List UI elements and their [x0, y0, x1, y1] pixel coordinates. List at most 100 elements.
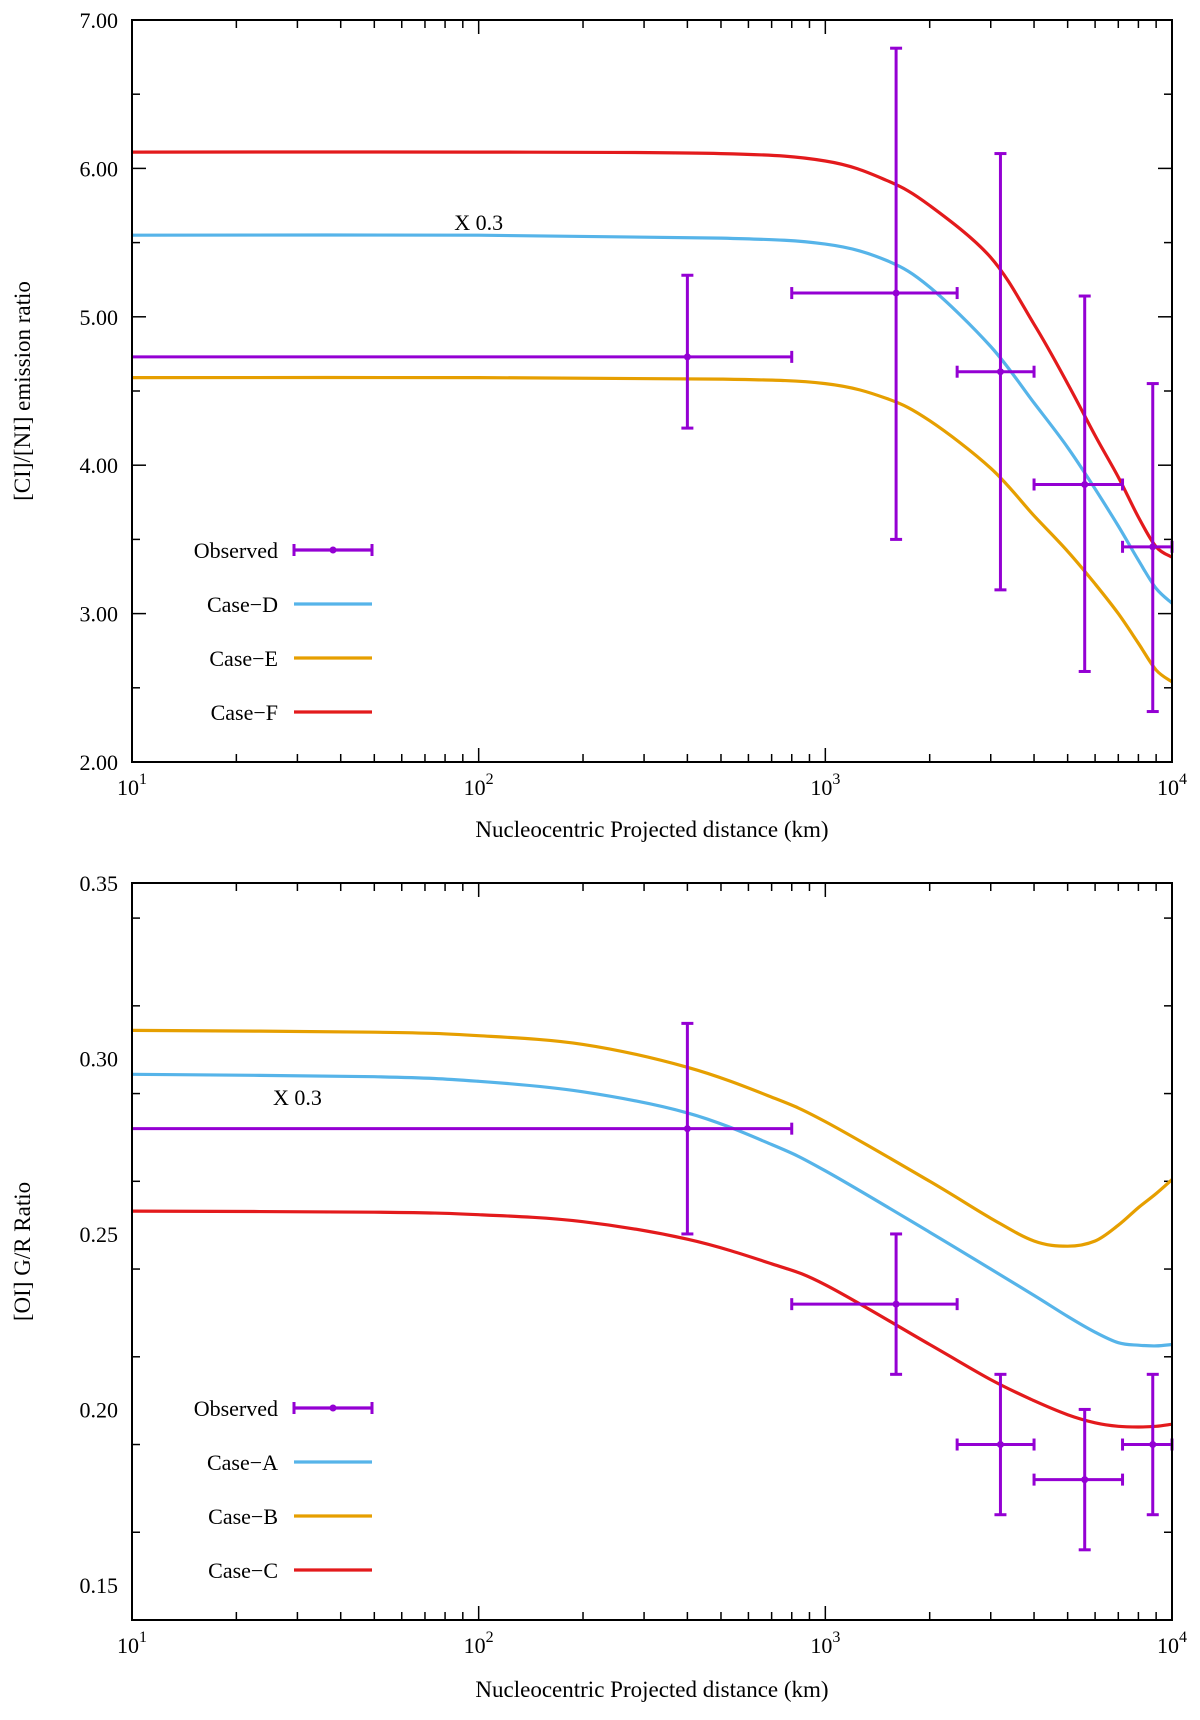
legend-item: Observed [194, 538, 374, 563]
y-tick-label: 5.00 [80, 305, 119, 330]
legend-item: Observed [194, 1396, 374, 1421]
x-axis-label: Nucleocentric Projected distance (km) [475, 817, 828, 842]
data-point-marker [996, 1441, 1004, 1449]
x-tick-label: 101 [117, 771, 147, 800]
y-tick-label: 4.00 [80, 453, 119, 478]
series-line-cased [132, 233, 1172, 605]
legend-swatch-marker [329, 546, 337, 554]
y-tick-label: 0.30 [80, 1046, 119, 1071]
legend-item: Case−E [209, 646, 372, 671]
chart-panel-2: 101 102 103 1040.150.200.250.300.35Nucleoce… [10, 871, 1187, 1702]
x-tick-label: 104 [1157, 771, 1187, 800]
data-point-marker [1081, 1476, 1089, 1484]
x-tick-label-exponent: 1 [139, 771, 147, 788]
x-tick-label-exponent: 2 [486, 1629, 494, 1646]
x-tick-label-base: 10 [117, 775, 139, 800]
series-group [132, 1028, 1172, 1429]
legend-label: Observed [194, 538, 278, 563]
legend-item: Case−C [208, 1558, 372, 1583]
data-point-marker [683, 353, 691, 361]
legend-label: Case−F [211, 700, 278, 725]
x-tick-label: 101 [117, 1629, 147, 1658]
x-tick-label: 102 [464, 1629, 494, 1658]
legend: Observed Case−A Case−B Case−C [194, 1396, 374, 1583]
y-tick-label: 7.00 [80, 8, 119, 33]
y-axis-label: [OI] G/R Ratio [10, 1182, 35, 1321]
legend-item: Case−B [208, 1504, 372, 1529]
observed-point [790, 1232, 959, 1376]
x-tick-label-base: 10 [810, 775, 832, 800]
x-tick-label-base: 10 [1157, 1633, 1179, 1658]
observed-points [132, 1021, 1174, 1552]
scale-annotation: X 0.3 [273, 1085, 322, 1110]
y-tick-label: 0.15 [80, 1573, 119, 1598]
observed-point [1032, 294, 1125, 673]
observed-point [790, 46, 959, 541]
y-tick-label: 0.20 [80, 1397, 119, 1422]
legend-swatch-marker [329, 1404, 337, 1412]
legend-label: Case−C [208, 1558, 278, 1583]
x-tick-label-base: 10 [1157, 775, 1179, 800]
legend-label: Case−D [207, 592, 278, 617]
x-tick-label-base: 10 [117, 1633, 139, 1658]
x-tick-label-exponent: 3 [832, 771, 840, 788]
data-point-marker [892, 289, 900, 297]
y-axis-label: [CI]/[NI] emission ratio [10, 281, 35, 501]
plot-frame [131, 882, 1173, 1621]
x-tick-label-base: 10 [464, 1633, 486, 1658]
series-group [132, 150, 1172, 684]
scale-annotation: X 0.3 [454, 210, 503, 235]
legend-item: Case−F [211, 700, 372, 725]
y-tick-label: 0.25 [80, 1222, 119, 1247]
legend-label: Case−B [208, 1504, 278, 1529]
data-point-marker [996, 368, 1004, 376]
series-line-caseb [132, 1028, 1172, 1248]
chart-panel-1: 101 102 103 1042.003.004.005.006.007.00Nucl… [10, 8, 1187, 842]
y-tick-label: 2.00 [80, 750, 119, 775]
x-tick-label-exponent: 2 [486, 771, 494, 788]
x-axis-label: Nucleocentric Projected distance (km) [475, 1677, 828, 1702]
y-tick-label: 6.00 [80, 156, 119, 181]
legend-label: Case−A [207, 1450, 278, 1475]
x-tick-label-exponent: 4 [1179, 771, 1187, 788]
data-point-marker [1149, 1441, 1157, 1449]
legend: Observed Case−D Case−E Case−F [194, 538, 374, 725]
legend-item: Case−A [207, 1450, 372, 1475]
x-ticks [131, 883, 1173, 1620]
x-tick-label-base: 10 [810, 1633, 832, 1658]
series-line-casec [132, 1209, 1172, 1429]
legend-label: Observed [194, 1396, 278, 1421]
observed-point [1121, 1372, 1174, 1517]
x-tick-label-exponent: 4 [1179, 1629, 1187, 1646]
observed-points [132, 46, 1174, 714]
y-ticks [132, 19, 1172, 763]
x-ticks [131, 20, 1173, 762]
observed-point [132, 273, 794, 430]
data-point-marker [683, 1125, 691, 1133]
x-tick-label-exponent: 3 [832, 1629, 840, 1646]
legend-label: Case−E [209, 646, 278, 671]
y-tick-label: 0.35 [80, 871, 119, 896]
series-line-casea [132, 1072, 1172, 1348]
x-tick-label-exponent: 1 [139, 1629, 147, 1646]
x-tick-label: 104 [1157, 1629, 1187, 1658]
x-tick-label: 102 [464, 771, 494, 800]
plot-frame [131, 19, 1173, 763]
x-tick-label: 103 [810, 771, 840, 800]
observed-point [955, 152, 1036, 592]
x-tick-label: 103 [810, 1629, 840, 1658]
observed-point [1121, 382, 1174, 714]
y-tick-label: 3.00 [80, 602, 119, 627]
legend-item: Case−D [207, 592, 372, 617]
data-point-marker [1081, 480, 1089, 488]
y-ticks [132, 917, 1172, 1621]
data-point-marker [1149, 543, 1157, 551]
x-tick-label-base: 10 [464, 775, 486, 800]
series-line-casee [132, 375, 1172, 684]
observed-point [955, 1372, 1036, 1517]
observed-point [132, 1021, 794, 1236]
data-point-marker [892, 1300, 900, 1308]
observed-point [1032, 1407, 1125, 1552]
